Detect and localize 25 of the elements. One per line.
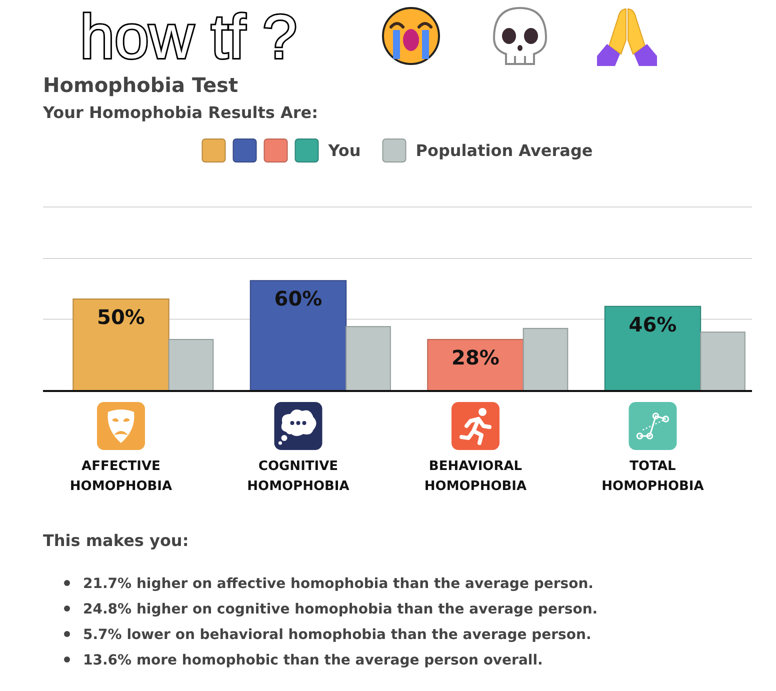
- x-tick-label: AFFECTIVE HOMOPHOBIA: [70, 459, 172, 494]
- data-label: 60%: [274, 286, 322, 311]
- text: This makes you:: [43, 531, 189, 550]
- data-label: 46%: [628, 312, 677, 336]
- text: 21.7% higher on affective homophobia than the average person.: [83, 576, 594, 592]
- x-tick-label: COGNITIVE HOMOPHOBIA: [247, 459, 350, 494]
- bar: [604, 306, 702, 392]
- x-tick-label: TOTAL HOMOPHOBIA: [602, 459, 704, 494]
- chart-title: Homophobia Test: [43, 73, 238, 97]
- text: 13.6% more homophobic than the average person overall.: [83, 652, 543, 668]
- legend-label: Population Average: [416, 141, 593, 160]
- bar: [346, 326, 391, 392]
- text: how tf ?: [80, 3, 298, 72]
- bar: [72, 298, 170, 392]
- data-label: 28%: [452, 345, 500, 370]
- data-label: 50%: [97, 305, 145, 329]
- text: 5.7% lower on behavioral homophobia than the average person.: [83, 627, 592, 643]
- bar: [168, 338, 214, 392]
- bar: [250, 280, 347, 392]
- x-tick-label: BEHAVIORAL HOMOPHOBIA: [424, 459, 527, 494]
- legend-label: You: [327, 141, 361, 160]
- bar: [700, 332, 746, 392]
- text: 24.8% higher on cognitive homophobia than the average person.: [83, 602, 598, 618]
- bar: [522, 328, 568, 392]
- chart-subtitle: Your Homophobia Results Are:: [42, 103, 318, 122]
